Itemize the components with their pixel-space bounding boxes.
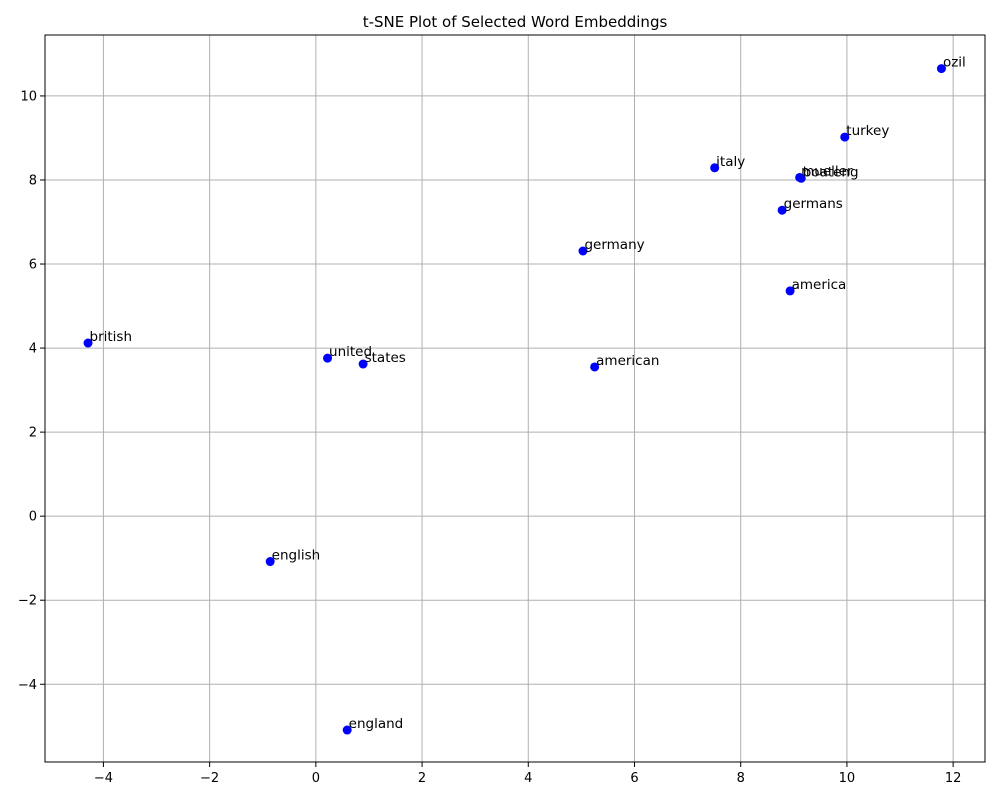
point-label: states <box>365 350 406 366</box>
y-tick-label: 0 <box>29 510 37 525</box>
x-tick-label: 0 <box>312 771 320 786</box>
data-point <box>590 362 600 372</box>
y-tick-label: 8 <box>29 173 37 188</box>
y-tick-label: −2 <box>18 594 37 609</box>
point-label: turkey <box>846 123 889 139</box>
data-point <box>936 64 946 74</box>
point-label: british <box>90 329 133 345</box>
data-point <box>785 286 795 296</box>
x-tick-label: 6 <box>630 771 638 786</box>
point-label: ozil <box>943 55 966 71</box>
data-point <box>265 557 275 567</box>
y-tick-label: −4 <box>18 678 37 693</box>
x-tick-label: 4 <box>524 771 532 786</box>
point-label: italy <box>716 154 745 170</box>
point-label: boateng <box>803 164 859 180</box>
point-label: england <box>349 716 404 732</box>
plot-frame <box>44 34 986 763</box>
y-tick-label: 4 <box>29 342 37 357</box>
point-label: english <box>272 548 321 564</box>
x-tick-label: 12 <box>945 771 962 786</box>
data-point <box>796 173 806 183</box>
data-point <box>840 132 850 142</box>
y-tick-label: 10 <box>20 89 37 104</box>
data-point <box>358 359 368 369</box>
data-point <box>342 725 352 735</box>
chart-title: t-SNE Plot of Selected Word Embeddings <box>363 13 668 31</box>
point-label: united <box>329 344 372 360</box>
point-label: american <box>596 353 659 369</box>
data-point <box>83 338 93 348</box>
data-point <box>323 353 333 363</box>
point-label: germans <box>784 196 843 212</box>
data-point <box>710 163 720 173</box>
x-tick-label: 8 <box>737 771 745 786</box>
y-tick-label: 6 <box>29 258 37 273</box>
x-tick-label: −2 <box>200 771 219 786</box>
data-point <box>578 246 588 256</box>
point-label: america <box>792 277 847 293</box>
axis-ticks: −4 −2 0 2 4 6 8 10 12 −4 −2 0 2 4 6 8 10 <box>18 89 962 786</box>
x-tick-label: 2 <box>418 771 426 786</box>
point-label: germany <box>584 237 644 253</box>
point-label: mueller <box>801 163 853 179</box>
y-tick-label: 2 <box>29 426 37 441</box>
x-tick-label: 10 <box>839 771 856 786</box>
data-point <box>777 205 787 215</box>
x-tick-label: −4 <box>94 771 113 786</box>
grid-lines <box>45 35 985 762</box>
